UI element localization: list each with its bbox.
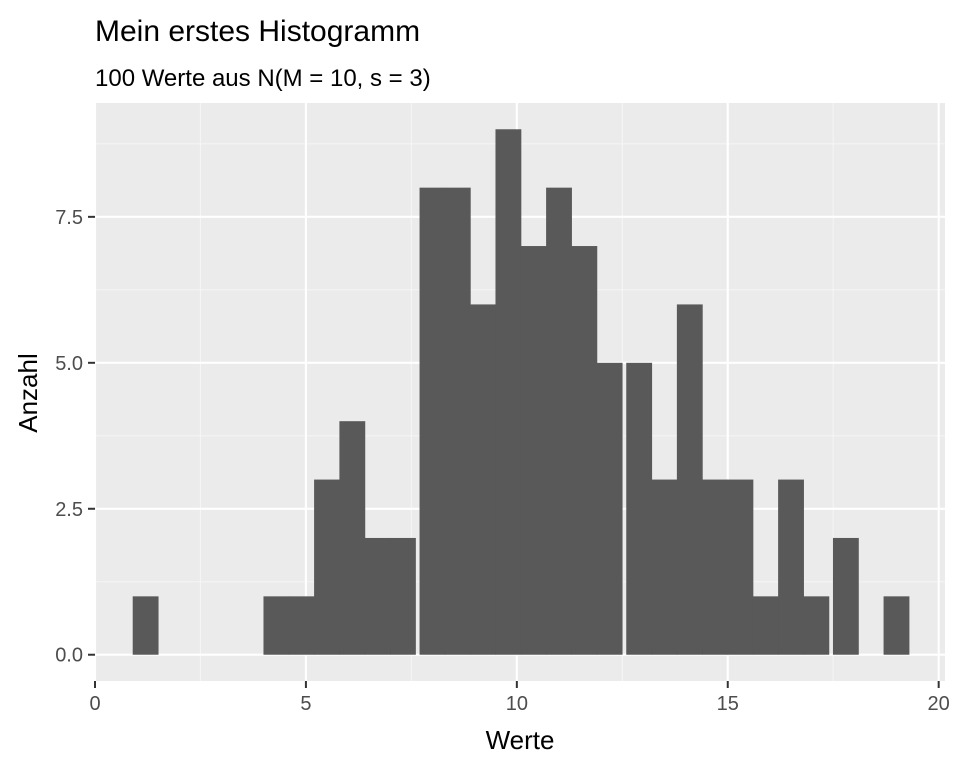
- chart-title: Mein erstes Histogramm: [95, 15, 420, 48]
- histogram-bar: [727, 479, 754, 655]
- x-tick-label: 10: [506, 693, 528, 715]
- y-axis-title: Anzahl: [13, 353, 43, 433]
- x-axis: 0 5 10 15 20: [89, 681, 950, 715]
- histogram-bar: [263, 596, 290, 655]
- histogram-bar: [676, 304, 703, 655]
- y-tick-label: 2.5: [55, 499, 83, 521]
- x-tick-label: 20: [928, 693, 950, 715]
- histogram-bar: [444, 187, 471, 655]
- y-tick-label: 7.5: [55, 207, 83, 229]
- histogram-bar: [470, 304, 497, 655]
- histogram-bar: [883, 596, 910, 655]
- histogram-bar: [364, 537, 391, 655]
- histogram-bar: [596, 362, 623, 655]
- histogram-bar: [288, 596, 315, 655]
- histogram-bar: [339, 421, 366, 655]
- chart-subtitle: 100 Werte aus N(M = 10, s = 3): [95, 65, 431, 92]
- x-tick-label: 15: [717, 693, 739, 715]
- x-axis-title: Werte: [486, 725, 555, 755]
- x-tick-label: 5: [300, 693, 311, 715]
- histogram-bars: [132, 129, 910, 655]
- histogram-bar: [702, 479, 729, 655]
- histogram-bar: [651, 479, 678, 655]
- histogram-bar: [520, 246, 547, 655]
- histogram-bar: [752, 596, 779, 655]
- histogram-bar: [778, 479, 804, 655]
- x-tick-label: 0: [89, 693, 100, 715]
- histogram-bar: [314, 479, 340, 655]
- histogram-bar: [832, 537, 859, 655]
- histogram-bar: [390, 537, 416, 655]
- y-axis: 0.0 2.5 5.0 7.5: [55, 207, 95, 667]
- y-tick-label: 5.0: [55, 353, 83, 375]
- histogram-bar: [571, 246, 598, 655]
- histogram-bar: [419, 187, 446, 655]
- histogram-bar: [132, 596, 159, 655]
- histogram-bar: [626, 362, 653, 655]
- y-tick-label: 0.0: [55, 645, 83, 667]
- histogram-bar: [803, 596, 830, 655]
- histogram-bar: [495, 129, 522, 655]
- histogram-bar: [546, 187, 572, 655]
